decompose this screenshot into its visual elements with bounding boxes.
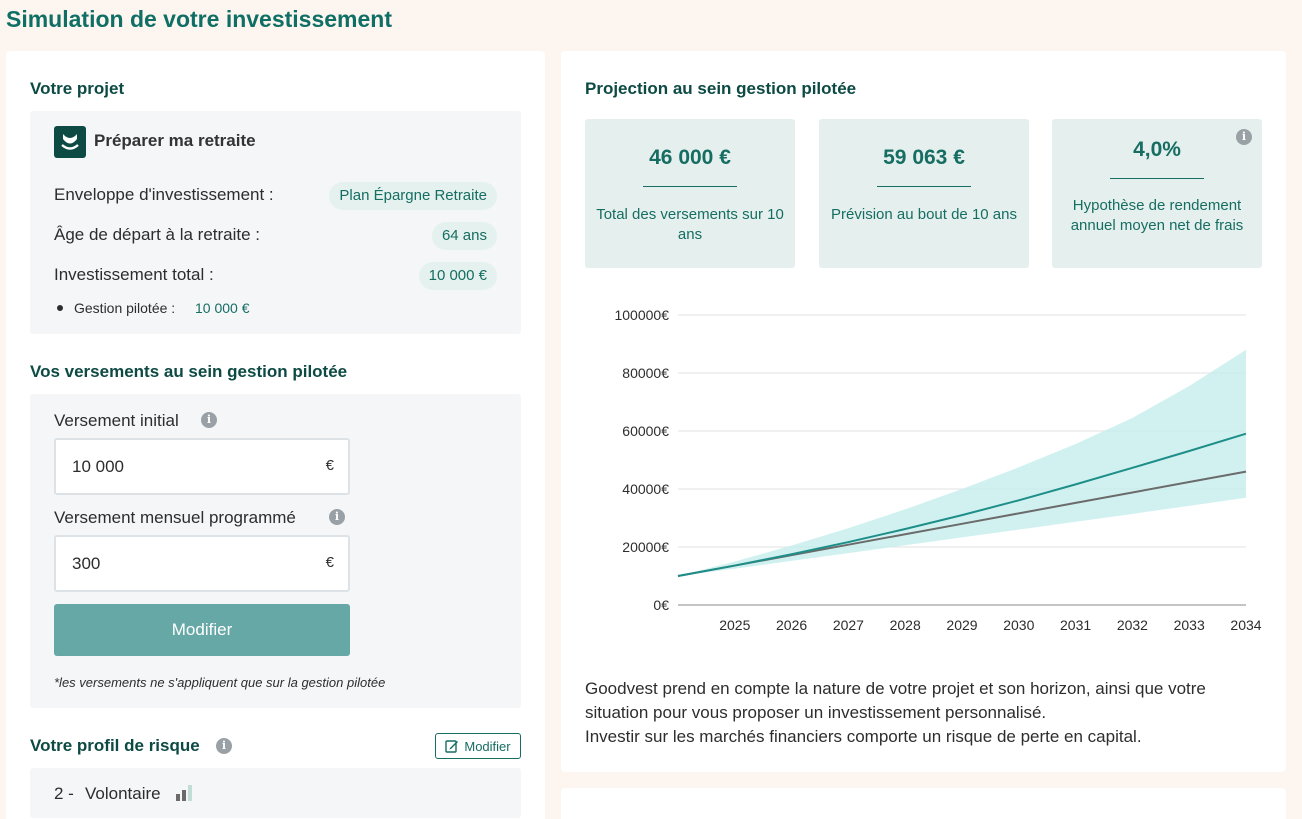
page-title: Simulation de votre investissement <box>6 6 393 32</box>
retirement-age-badge: 64 ans <box>431 222 497 250</box>
description-line-2: Investir sur les marchés financiers comp… <box>585 727 1142 746</box>
description-line-1: Goodvest prend en compte la nature de vo… <box>585 679 1206 722</box>
currency-unit: € <box>325 554 334 571</box>
retirement-age-label: Âge de départ à la retraite : <box>54 225 261 244</box>
info-icon[interactable]: i <box>201 412 217 428</box>
envelope-badge: Plan Épargne Retraite <box>329 182 497 210</box>
stat-value: 4,0% <box>1133 138 1181 161</box>
projection-heading: Projection au sein gestion pilotée <box>585 79 857 98</box>
stat-value: 46 000 € <box>649 146 731 169</box>
stat-label: Prévision au bout de 10 ans <box>831 206 1017 223</box>
stat-label: Hypothèse de rendement annuel moyen net … <box>1070 197 1244 234</box>
stat-divider <box>643 186 737 187</box>
stat-card-return: i 4,0% Hypothèse de rendement annuel moy… <box>1052 119 1262 268</box>
stat-divider <box>877 186 971 187</box>
payments-heading: Vos versements au sein gestion pilotée <box>30 362 348 381</box>
total-investment-badge: 10 000 € <box>418 262 497 290</box>
payments-note: *les versements ne s'appliquent que sur … <box>54 675 386 690</box>
risk-panel <box>30 768 521 818</box>
project-goal-title: Préparer ma retraite <box>94 131 256 150</box>
modify-payments-button[interactable]: Modifier <box>54 604 350 656</box>
envelope-label: Enveloppe d'investissement : <box>54 185 274 204</box>
project-heading: Votre projet <box>30 79 125 98</box>
stat-card-total-payments: 46 000 € Total des versements sur 10 ans <box>585 119 795 268</box>
total-investment-label: Investissement total : <box>54 265 214 284</box>
monthly-payment-field: € <box>54 535 350 592</box>
edit-risk-label: Modifier <box>464 738 511 754</box>
initial-payment-label: Versement initial <box>54 411 179 430</box>
risk-level-icon <box>176 785 194 806</box>
risk-profile-name: Volontaire <box>85 784 161 803</box>
stat-divider <box>1110 178 1204 179</box>
risk-heading: Votre profil de risque <box>30 736 200 755</box>
monthly-payment-input[interactable] <box>72 551 302 577</box>
stat-card-forecast: 59 063 € Prévision au bout de 10 ans <box>819 119 1029 268</box>
initial-payment-input[interactable] <box>72 454 302 480</box>
edit-risk-button[interactable]: Modifier <box>435 733 521 759</box>
monthly-payment-label: Versement mensuel programmé <box>54 508 296 527</box>
stat-label: Total des versements sur 10 ans <box>596 206 784 243</box>
initial-payment-field: € <box>54 438 350 495</box>
info-icon[interactable]: i <box>1236 129 1252 145</box>
risk-profile-number: 2 - <box>54 784 74 803</box>
bullet-dot-icon <box>57 305 63 311</box>
currency-unit: € <box>325 457 334 474</box>
next-card <box>561 788 1286 819</box>
retirement-goal-icon <box>54 126 86 158</box>
edit-icon <box>445 740 459 753</box>
managed-label: Gestion pilotée : <box>74 300 176 316</box>
info-icon[interactable]: i <box>216 738 232 754</box>
stat-value: 59 063 € <box>883 146 965 169</box>
managed-value: 10 000 € <box>195 300 250 316</box>
projection-description: Goodvest prend en compte la nature de vo… <box>585 677 1265 749</box>
info-icon[interactable]: i <box>329 509 345 525</box>
